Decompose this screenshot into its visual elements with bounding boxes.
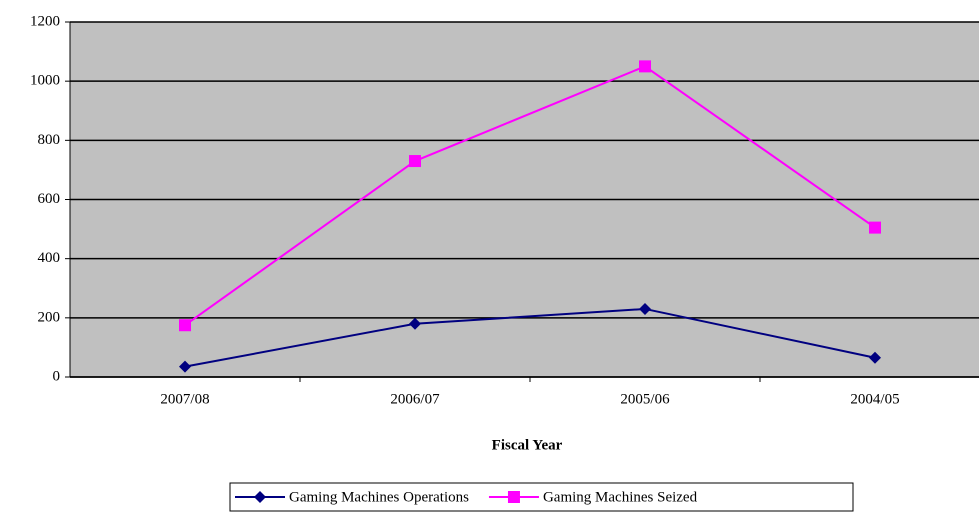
series-line (184, 307, 876, 368)
x-tick-label: 2006/07 (390, 391, 440, 407)
y-tick-label: 400 (38, 250, 61, 266)
x-tick-label: 2005/06 (620, 391, 670, 407)
x-axis-label: Fiscal Year (492, 437, 563, 453)
series-line (184, 65, 876, 327)
y-tick-label: 800 (38, 132, 61, 148)
legend-label: Gaming Machines Seized (543, 489, 698, 505)
y-tick-label: 200 (38, 309, 61, 325)
marker (639, 302, 651, 315)
marker (409, 317, 421, 330)
marker (639, 60, 651, 73)
x-tick-label: 2007/08 (160, 391, 209, 407)
marker (869, 351, 881, 364)
y-tick-label: 1200 (30, 13, 60, 29)
marker (869, 221, 881, 234)
legend-box (229, 482, 854, 512)
y-tick-label: 1000 (30, 73, 60, 89)
y-tick-label: 0 (53, 368, 61, 384)
marker (254, 491, 266, 503)
x-tick-label: 2004/05 (850, 391, 899, 407)
legend-label: Gaming Machines Operations (289, 489, 469, 505)
marker (179, 319, 191, 332)
marker (179, 360, 191, 373)
marker (507, 491, 520, 503)
y-tick-label: 600 (38, 191, 61, 207)
marker (409, 155, 421, 168)
